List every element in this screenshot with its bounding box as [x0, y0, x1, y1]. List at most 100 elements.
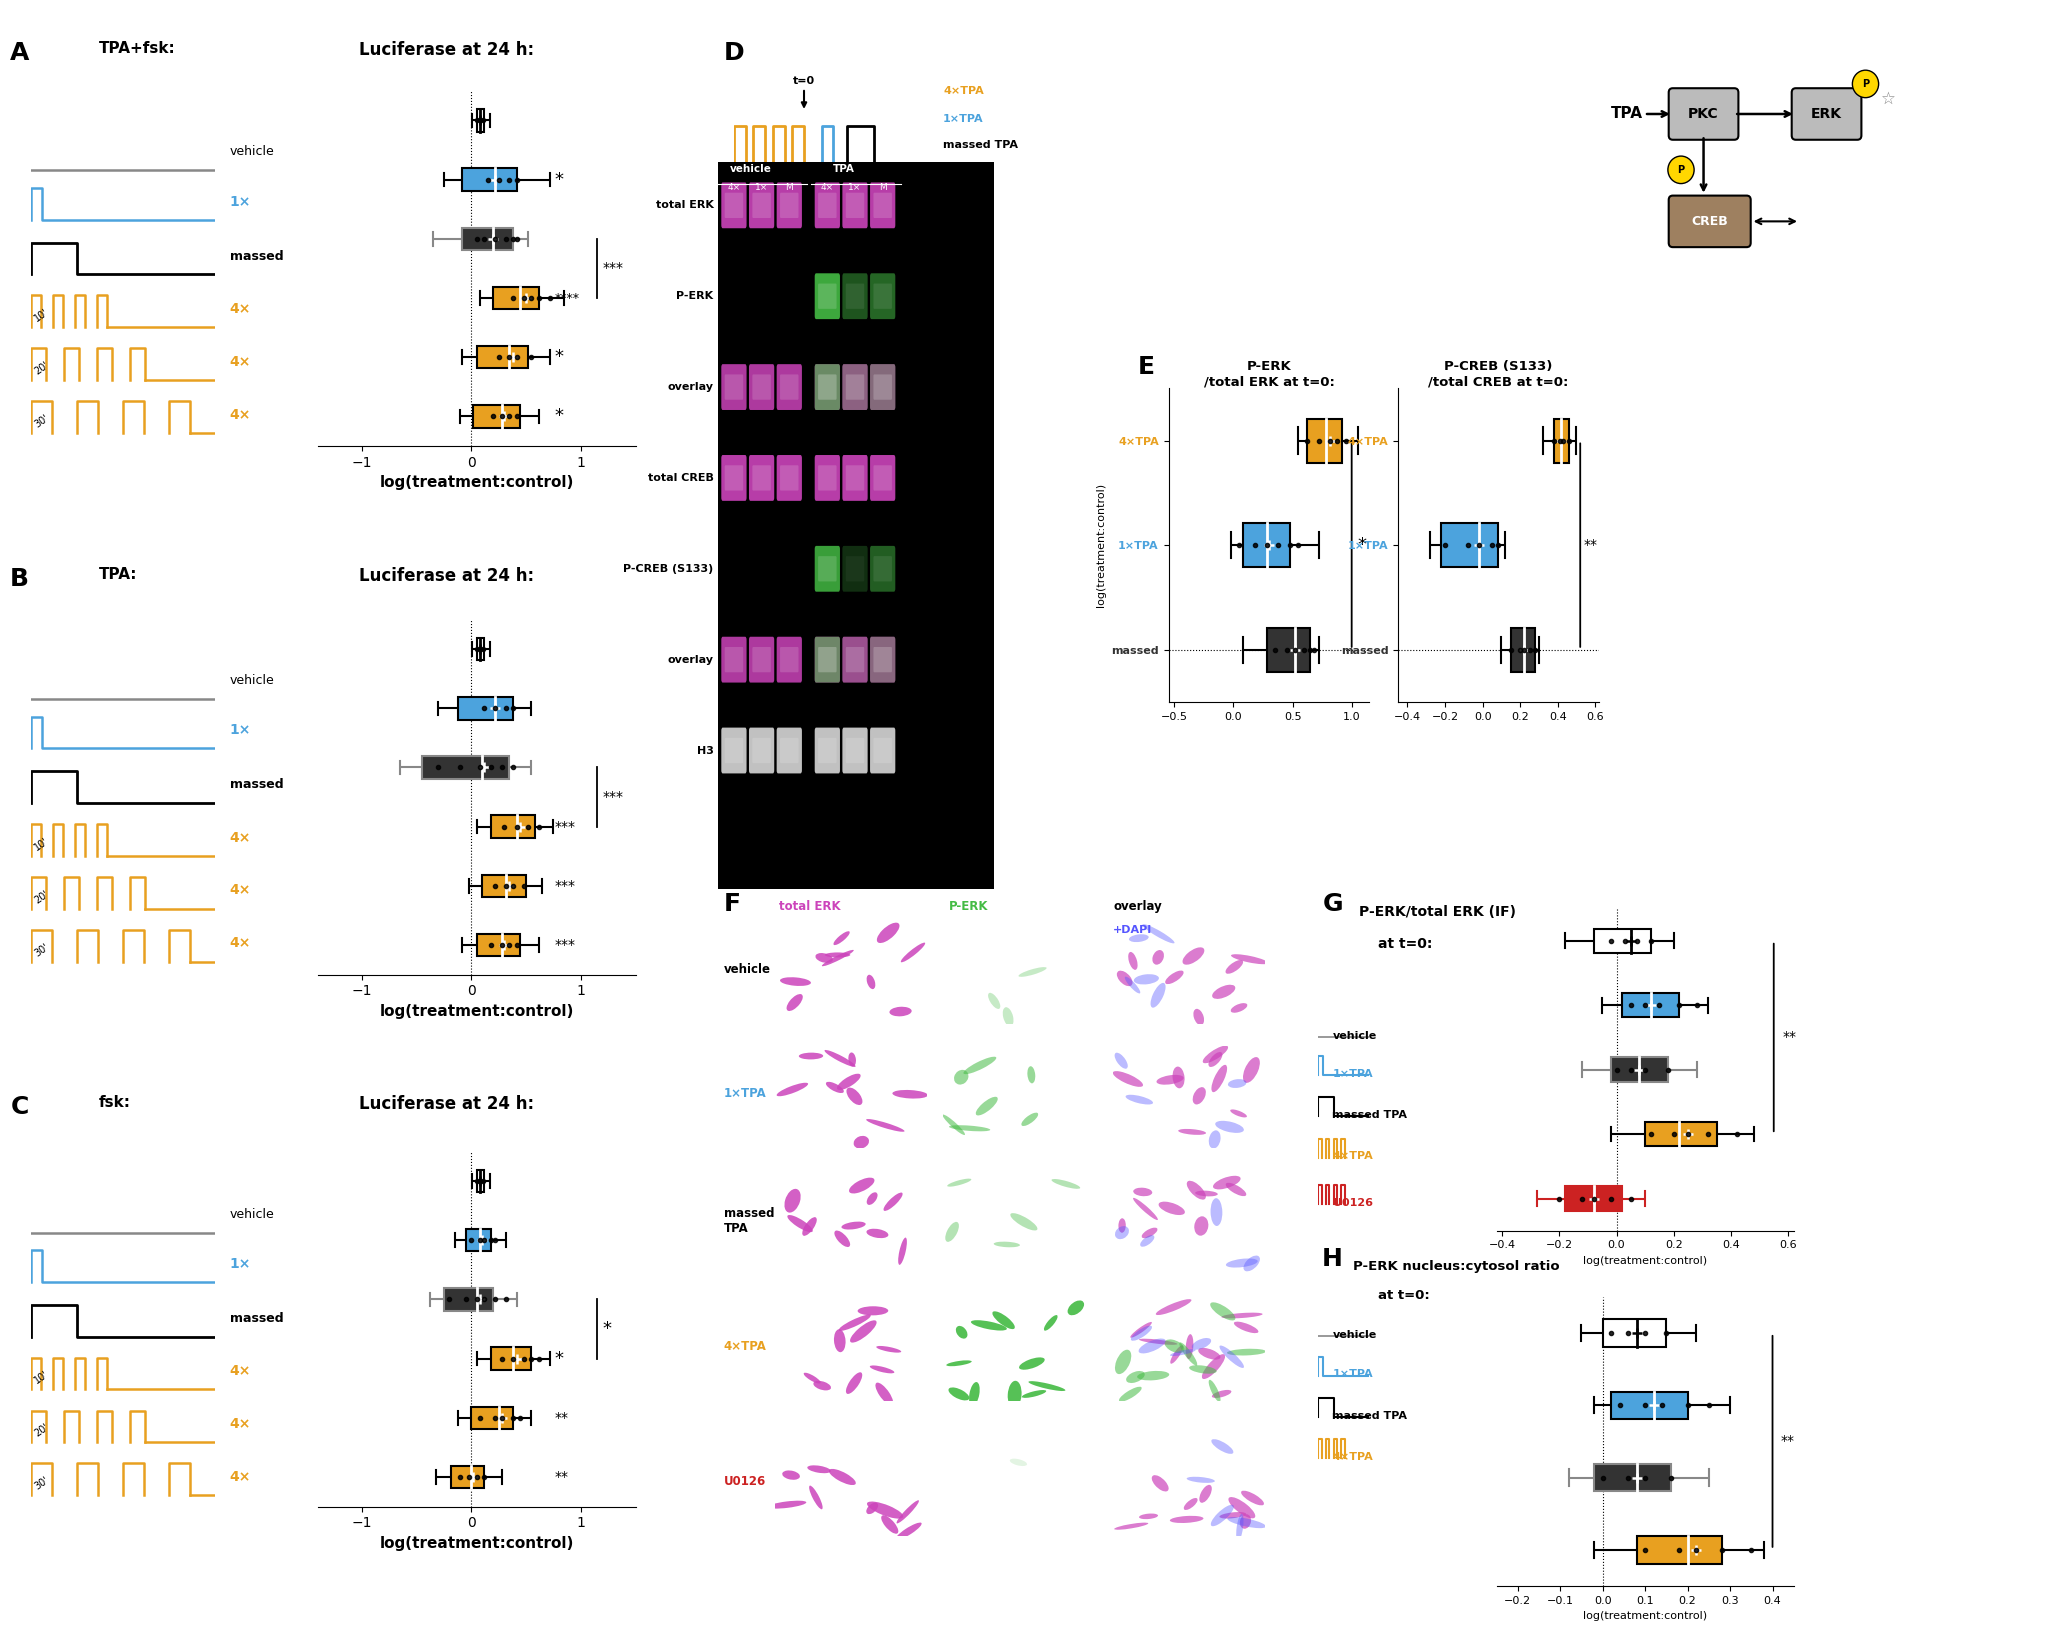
FancyBboxPatch shape: [869, 636, 896, 682]
Ellipse shape: [867, 1193, 877, 1204]
Text: **: **: [554, 1411, 568, 1424]
Ellipse shape: [853, 1137, 869, 1148]
FancyBboxPatch shape: [752, 193, 771, 218]
Text: 1×: 1×: [849, 183, 861, 192]
Text: 4×: 4×: [230, 937, 250, 950]
Ellipse shape: [1179, 1128, 1205, 1135]
Text: F: F: [724, 892, 740, 917]
Text: A: A: [10, 41, 29, 66]
Text: 30': 30': [33, 413, 51, 430]
Ellipse shape: [1197, 1348, 1220, 1360]
Ellipse shape: [1230, 955, 1269, 965]
Ellipse shape: [1150, 983, 1166, 1008]
Ellipse shape: [970, 1383, 980, 1406]
Ellipse shape: [875, 1383, 894, 1406]
FancyBboxPatch shape: [1603, 1320, 1667, 1346]
FancyBboxPatch shape: [748, 454, 775, 501]
Text: P: P: [1677, 165, 1685, 175]
FancyBboxPatch shape: [814, 363, 840, 410]
Ellipse shape: [964, 1057, 996, 1074]
Text: 4×: 4×: [230, 884, 250, 897]
Ellipse shape: [943, 1115, 966, 1135]
Ellipse shape: [1158, 1201, 1185, 1214]
FancyBboxPatch shape: [818, 466, 836, 491]
FancyBboxPatch shape: [748, 363, 775, 410]
FancyBboxPatch shape: [873, 466, 892, 491]
FancyBboxPatch shape: [873, 193, 892, 218]
Ellipse shape: [1021, 1113, 1037, 1127]
FancyBboxPatch shape: [869, 363, 896, 410]
Ellipse shape: [1199, 1485, 1212, 1503]
Text: total ERK: total ERK: [779, 900, 840, 914]
Text: ***: ***: [603, 261, 623, 276]
Text: 4×TPA: 4×TPA: [943, 86, 984, 96]
FancyBboxPatch shape: [847, 648, 865, 672]
Text: 1×TPA: 1×TPA: [1332, 1370, 1374, 1379]
X-axis label: log(treatment:control): log(treatment:control): [1583, 1611, 1708, 1621]
FancyBboxPatch shape: [718, 162, 994, 889]
Text: total ERK: total ERK: [656, 200, 713, 210]
FancyBboxPatch shape: [726, 738, 744, 763]
Text: massed TPA: massed TPA: [1332, 1411, 1408, 1421]
FancyBboxPatch shape: [748, 636, 775, 682]
FancyBboxPatch shape: [465, 1229, 490, 1252]
FancyBboxPatch shape: [494, 287, 539, 309]
Ellipse shape: [1187, 1181, 1205, 1199]
FancyBboxPatch shape: [722, 727, 746, 773]
Text: massed
TPA: massed TPA: [724, 1208, 775, 1234]
Ellipse shape: [1173, 1067, 1185, 1089]
Text: M: M: [879, 183, 886, 192]
Text: vehicle: vehicle: [230, 1208, 275, 1221]
FancyBboxPatch shape: [476, 1170, 484, 1193]
Circle shape: [1853, 69, 1878, 97]
FancyBboxPatch shape: [752, 375, 771, 400]
FancyBboxPatch shape: [818, 648, 836, 672]
Ellipse shape: [972, 1320, 1007, 1330]
FancyBboxPatch shape: [1636, 1536, 1722, 1563]
Ellipse shape: [1156, 1298, 1191, 1315]
FancyBboxPatch shape: [869, 363, 896, 410]
Text: B: B: [10, 567, 29, 591]
Text: *: *: [554, 170, 564, 188]
FancyBboxPatch shape: [781, 648, 800, 672]
Ellipse shape: [1226, 960, 1242, 973]
Text: overlay: overlay: [1113, 900, 1162, 914]
Text: **: **: [1781, 1031, 1796, 1044]
Text: -52: -52: [906, 654, 922, 664]
Ellipse shape: [988, 993, 1000, 1009]
Ellipse shape: [849, 1178, 875, 1193]
Ellipse shape: [857, 1307, 888, 1315]
Ellipse shape: [1220, 1345, 1244, 1368]
FancyBboxPatch shape: [476, 638, 484, 661]
Text: ***: ***: [554, 879, 576, 892]
Text: at t=0:: at t=0:: [1378, 937, 1433, 950]
Text: +DAPI: +DAPI: [1113, 925, 1152, 935]
Y-axis label: log(treatment:control): log(treatment:control): [1095, 482, 1105, 608]
FancyBboxPatch shape: [873, 375, 892, 400]
Text: 4×: 4×: [230, 302, 250, 316]
Text: ERK: ERK: [1810, 107, 1843, 121]
FancyBboxPatch shape: [777, 182, 802, 228]
Ellipse shape: [840, 1221, 865, 1229]
Ellipse shape: [834, 1231, 851, 1247]
Text: *: *: [554, 1350, 564, 1368]
Text: U0126: U0126: [724, 1475, 767, 1488]
FancyBboxPatch shape: [847, 193, 865, 218]
Text: 4×: 4×: [230, 831, 250, 844]
Text: total CREB: total CREB: [648, 472, 713, 482]
Text: P: P: [1861, 79, 1870, 89]
FancyBboxPatch shape: [873, 738, 892, 763]
Ellipse shape: [867, 1118, 904, 1132]
Ellipse shape: [867, 1503, 877, 1515]
Ellipse shape: [838, 1315, 871, 1332]
Text: TPA: TPA: [1611, 106, 1644, 122]
Ellipse shape: [875, 1346, 902, 1353]
FancyBboxPatch shape: [777, 636, 802, 682]
Text: 4×: 4×: [230, 355, 250, 368]
Ellipse shape: [800, 1052, 824, 1059]
Text: 4×: 4×: [230, 1470, 250, 1483]
FancyBboxPatch shape: [843, 636, 867, 682]
FancyBboxPatch shape: [814, 636, 840, 682]
Ellipse shape: [787, 995, 804, 1011]
FancyBboxPatch shape: [843, 727, 867, 773]
